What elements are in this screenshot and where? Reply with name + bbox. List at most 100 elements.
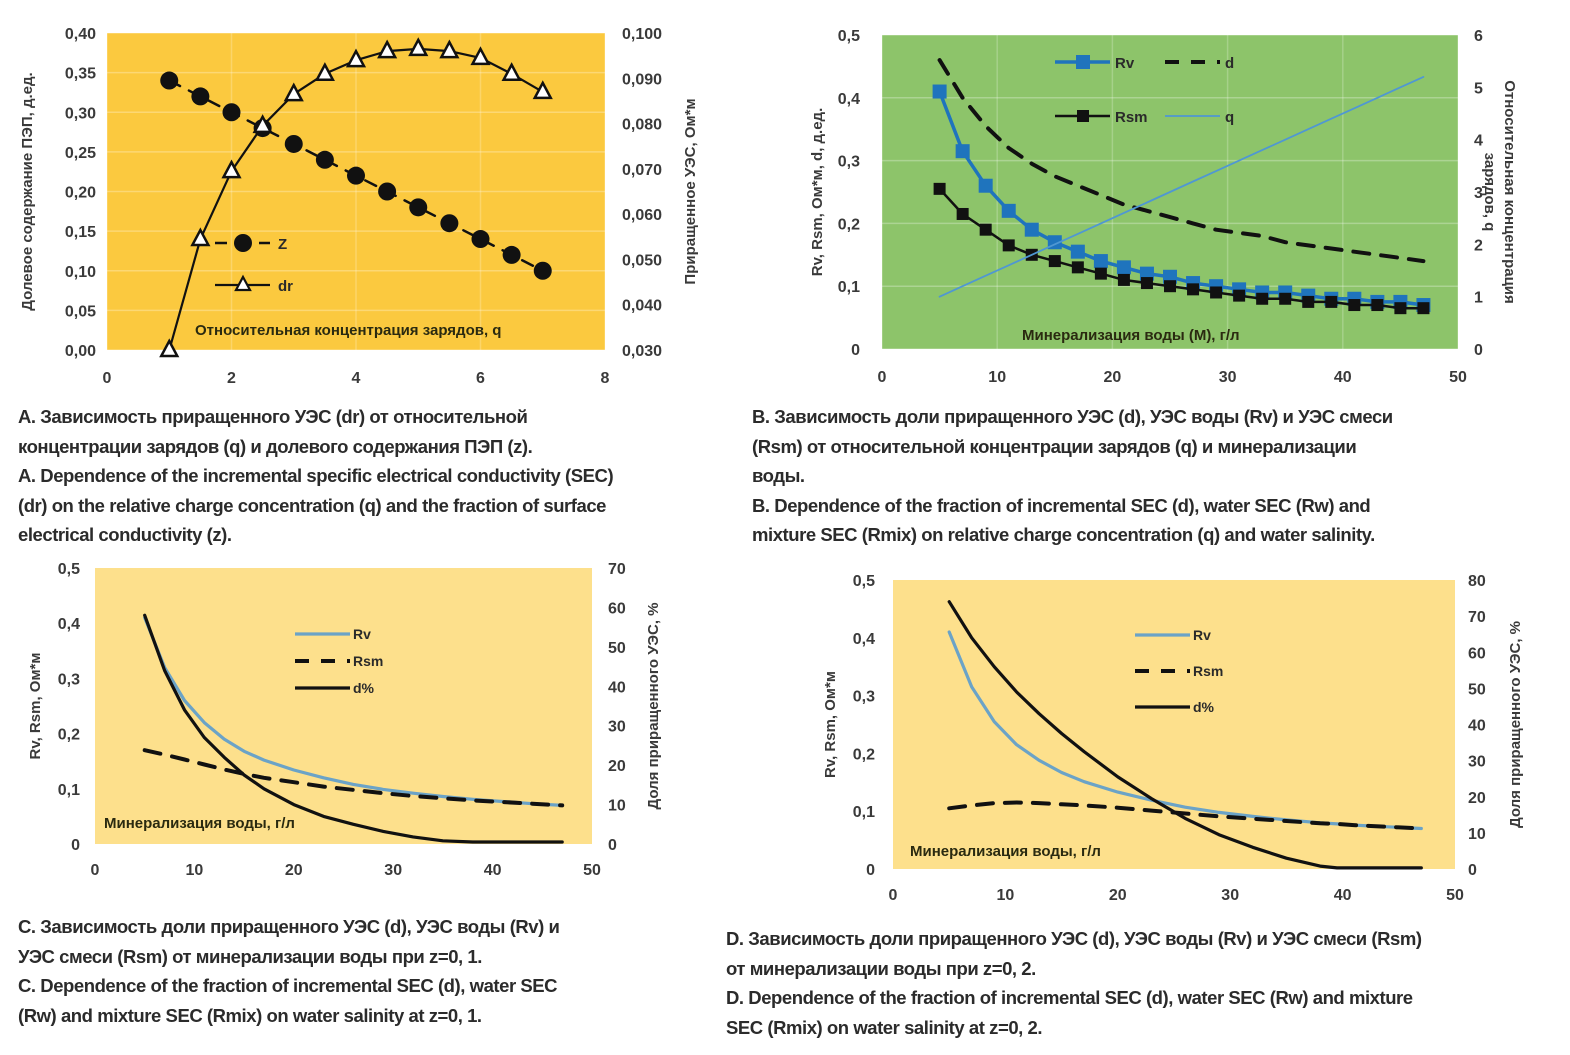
caption-c-line: C. Dependence of the fraction of increme… bbox=[18, 975, 558, 996]
y2-tick-label: 20 bbox=[1468, 790, 1486, 807]
y-tick-label: 0,3 bbox=[58, 671, 80, 688]
y-tick-label: 0,10 bbox=[65, 264, 96, 281]
y-tick-label: 0,25 bbox=[65, 145, 96, 162]
series-line-dpct bbox=[947, 600, 1423, 870]
y2-tick-label: 30 bbox=[608, 719, 626, 736]
data-point-rsm bbox=[1048, 255, 1061, 268]
data-point-rv bbox=[978, 178, 993, 193]
data-point-rsm bbox=[1325, 295, 1338, 308]
legend-label-rv: Rv bbox=[1115, 55, 1135, 72]
x-axis-label: Минерализация воды, г/л bbox=[104, 815, 295, 832]
y-tick-label: 0,5 bbox=[58, 561, 80, 578]
x-tick-label: 10 bbox=[988, 369, 1006, 386]
x-axis-label: Относительная концентрация зарядов, q bbox=[195, 322, 501, 339]
y2-tick-label: 0,090 bbox=[622, 71, 662, 88]
legend-label-rsm: Rsm bbox=[353, 653, 383, 669]
data-point-z bbox=[378, 182, 397, 201]
caption-a-line: (dr) on the relative charge concentratio… bbox=[18, 494, 607, 516]
data-point-rsm bbox=[1187, 283, 1200, 296]
y-tick-label: 0,5 bbox=[853, 573, 875, 590]
data-point-dr bbox=[314, 62, 335, 82]
data-point-z bbox=[222, 103, 241, 122]
x-tick-label: 20 bbox=[285, 862, 303, 879]
y2-tick-label: 0 bbox=[608, 837, 617, 854]
series-line-q bbox=[938, 76, 1425, 298]
x-tick-label: 0 bbox=[91, 862, 100, 879]
data-point-rv bbox=[1024, 222, 1039, 237]
data-point-rv bbox=[955, 144, 970, 159]
x-tick-label: 0 bbox=[878, 369, 887, 386]
x-tick-label: 40 bbox=[1334, 369, 1352, 386]
y-tick-label: 0,05 bbox=[65, 303, 96, 320]
y2-tick-label: 30 bbox=[1468, 754, 1486, 771]
data-point-rsm bbox=[1371, 299, 1384, 312]
x-tick-label: 10 bbox=[997, 887, 1015, 904]
data-point-rsm bbox=[956, 207, 969, 220]
y-tick-label: 0,20 bbox=[65, 185, 96, 202]
y2-tick-label: 0,100 bbox=[622, 26, 662, 43]
data-point-dr bbox=[470, 46, 491, 66]
caption-c-line: (Rw) and mixture SEC (Rmix) on water sal… bbox=[18, 1004, 482, 1026]
y2-tick-label: 3 bbox=[1474, 185, 1483, 202]
y-tick-label: 0,4 bbox=[853, 631, 875, 648]
x-tick-label: 20 bbox=[1104, 369, 1122, 386]
y-tick-label: 0,30 bbox=[65, 105, 96, 122]
plot-area bbox=[95, 568, 592, 844]
caption-a-line: концентрации зарядов (q) и долевого соде… bbox=[18, 435, 533, 457]
y2-tick-label: 0 bbox=[1474, 342, 1483, 359]
y2-tick-label: 4 bbox=[1474, 133, 1483, 150]
y2-tick-label: 6 bbox=[1474, 28, 1483, 45]
data-point-rsm bbox=[1002, 239, 1015, 252]
data-point-rsm bbox=[1140, 277, 1153, 290]
caption-a-line: A. Dependence of the incremental specifi… bbox=[18, 465, 614, 486]
y-tick-label: 0 bbox=[851, 342, 860, 359]
legend-label-rsm: Rsm bbox=[1193, 663, 1223, 679]
y2-tick-label: 0 bbox=[1468, 862, 1477, 879]
x-tick-label: 30 bbox=[384, 862, 402, 879]
caption-d-line: от минерализации воды при z=0, 2. bbox=[726, 957, 1036, 979]
y2-tick-label: 0,050 bbox=[622, 252, 662, 269]
caption-c-line: УЭС смеси (Rsm) от минерализации воды пр… bbox=[18, 945, 482, 967]
y2-tick-label: 0,040 bbox=[622, 298, 662, 315]
series-line-rsm bbox=[142, 748, 565, 808]
legend-label-q: q bbox=[1225, 109, 1234, 126]
y2-tick-label: 10 bbox=[1468, 826, 1486, 843]
data-point-z bbox=[533, 261, 552, 280]
x-tick-label: 30 bbox=[1219, 369, 1237, 386]
data-point-z bbox=[160, 71, 179, 90]
data-point-rsm bbox=[1348, 299, 1361, 312]
caption-b-line: B. Dependence of the fraction of increme… bbox=[752, 494, 1371, 516]
y-tick-label: 0,40 bbox=[65, 26, 96, 43]
x-axis-label: Минерализация воды (М), г/л bbox=[1022, 327, 1240, 344]
caption-b-line: B. Зависимость доли приращенного УЭС (d)… bbox=[752, 406, 1393, 427]
x-tick-label: 4 bbox=[352, 370, 361, 387]
chart-c: 0 0,1 0,2 0,3 0,4 0,5 0 10 20 30 40 50 60 70 0 10 20 30 40… bbox=[27, 561, 662, 879]
plot-area bbox=[107, 33, 605, 350]
data-point-rsm bbox=[1279, 292, 1292, 305]
x-tick-label: 40 bbox=[484, 862, 502, 879]
data-point-rsm bbox=[1233, 289, 1246, 302]
chart-b: 0 0,1 0,2 0,3 0,4 0,5 0 1 2 3 4 5 6 0 10 20 30 40 50 Rv, Rs… bbox=[809, 28, 1518, 386]
data-point-dr bbox=[345, 48, 367, 68]
y2-tick-label: 50 bbox=[1468, 681, 1486, 698]
series-line-rv bbox=[937, 89, 1426, 307]
data-point-rsm bbox=[1256, 292, 1269, 305]
data-point-rsm bbox=[1164, 280, 1176, 293]
y-axis-label: Rv, Rsm, Ом*м bbox=[27, 653, 44, 760]
data-point-rsm bbox=[1094, 267, 1107, 280]
y-tick-label: 0,3 bbox=[838, 154, 860, 171]
legend-label-rv: Rv bbox=[353, 626, 371, 642]
caption-d-line: SEC (Rmix) on water salinity at z=0, 2. bbox=[726, 1016, 1043, 1038]
y-axis-label: Rv, Rsm, Ом*м, d, д.ед. bbox=[809, 108, 826, 277]
data-point-z bbox=[409, 198, 428, 217]
caption-b: B. Зависимость доли приращенного УЭС (d)… bbox=[752, 402, 1393, 550]
caption-a-line: А. Зависимость приращенного УЭС (dr) от … bbox=[18, 406, 528, 427]
y2-axis-label: Доля приращенного УЭС, % bbox=[1507, 621, 1524, 828]
y2-tick-label: 0,060 bbox=[622, 207, 662, 224]
y2-axis-label: Доля приращенного УЭС, % bbox=[645, 602, 662, 809]
data-point-rsm bbox=[1417, 302, 1430, 315]
x-axis-label: Минерализация воды, г/л bbox=[910, 843, 1101, 860]
data-point-rsm bbox=[1302, 295, 1315, 308]
y2-tick-label: 80 bbox=[1468, 573, 1486, 590]
legend-marker-rv bbox=[1076, 55, 1090, 69]
